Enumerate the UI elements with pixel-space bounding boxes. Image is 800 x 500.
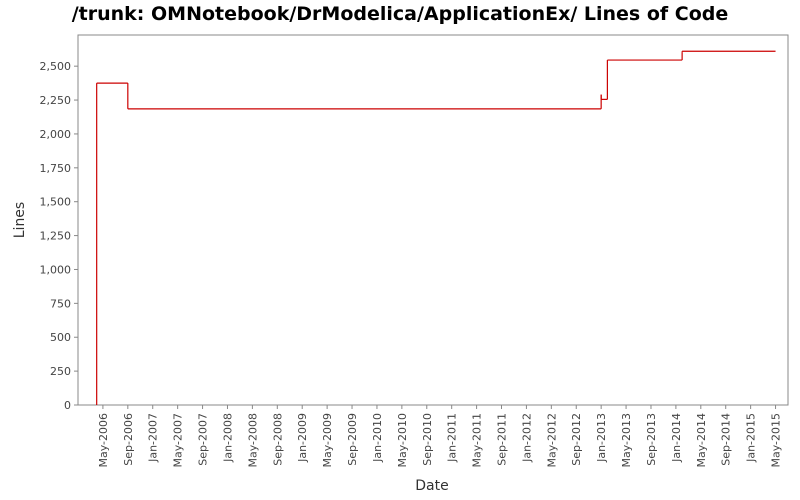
x-tick-label: Sep-2007 (197, 413, 210, 466)
x-tick-label: May-2015 (770, 413, 783, 468)
y-tick-label: 1,250 (40, 230, 72, 243)
x-tick-label: May-2012 (545, 413, 558, 468)
x-tick-label: Sep-2012 (570, 413, 583, 466)
x-axis-label: Date (415, 478, 448, 494)
y-tick-label: 1,500 (40, 196, 72, 209)
y-tick-label: 250 (50, 365, 71, 378)
plot-frame (77, 34, 789, 406)
y-tick-label: 750 (50, 297, 71, 310)
x-tick-label: Sep-2014 (720, 413, 733, 466)
y-tick-label: 2,500 (40, 60, 72, 73)
x-tick-label: Jan-2013 (595, 413, 608, 463)
y-tick-label: 1,750 (40, 162, 72, 175)
x-tick-label: May-2011 (471, 413, 484, 468)
x-tick-label: Sep-2010 (421, 413, 434, 466)
x-tick-label: May-2010 (396, 413, 409, 468)
x-tick-label: May-2008 (246, 413, 259, 468)
x-tick-label: Jan-2015 (745, 413, 758, 463)
x-tick-label: Jan-2007 (147, 413, 160, 463)
x-tick-label: May-2006 (97, 413, 110, 468)
x-tick-label: Jan-2012 (520, 413, 533, 463)
x-tick-label: Sep-2013 (645, 413, 658, 466)
x-tick-label: May-2009 (321, 413, 334, 468)
x-tick-label: Sep-2011 (496, 413, 509, 466)
y-tick-label: 2,000 (40, 128, 72, 141)
x-tick-label: Sep-2009 (346, 413, 359, 466)
x-tick-label: Sep-2006 (122, 413, 135, 466)
x-tick-label: Sep-2008 (271, 413, 284, 466)
y-tick-label: 0 (64, 399, 71, 412)
y-tick-label: 1,000 (40, 263, 72, 276)
x-tick-label: Jan-2010 (371, 413, 384, 463)
x-tick-label: Jan-2008 (221, 413, 234, 463)
x-tick-label: Jan-2014 (670, 413, 683, 463)
x-tick-label: May-2014 (695, 413, 708, 468)
x-tick-label: May-2013 (620, 413, 633, 468)
x-tick-label: Jan-2009 (296, 413, 309, 463)
x-tick-label: Jan-2011 (446, 413, 459, 463)
chart-title: /trunk: OMNotebook/DrModelica/Applicatio… (72, 3, 729, 25)
y-axis-label: Lines (12, 202, 28, 238)
y-tick-label: 2,250 (40, 94, 72, 107)
y-tick-label: 500 (50, 331, 71, 344)
x-tick-label: May-2007 (172, 413, 185, 468)
